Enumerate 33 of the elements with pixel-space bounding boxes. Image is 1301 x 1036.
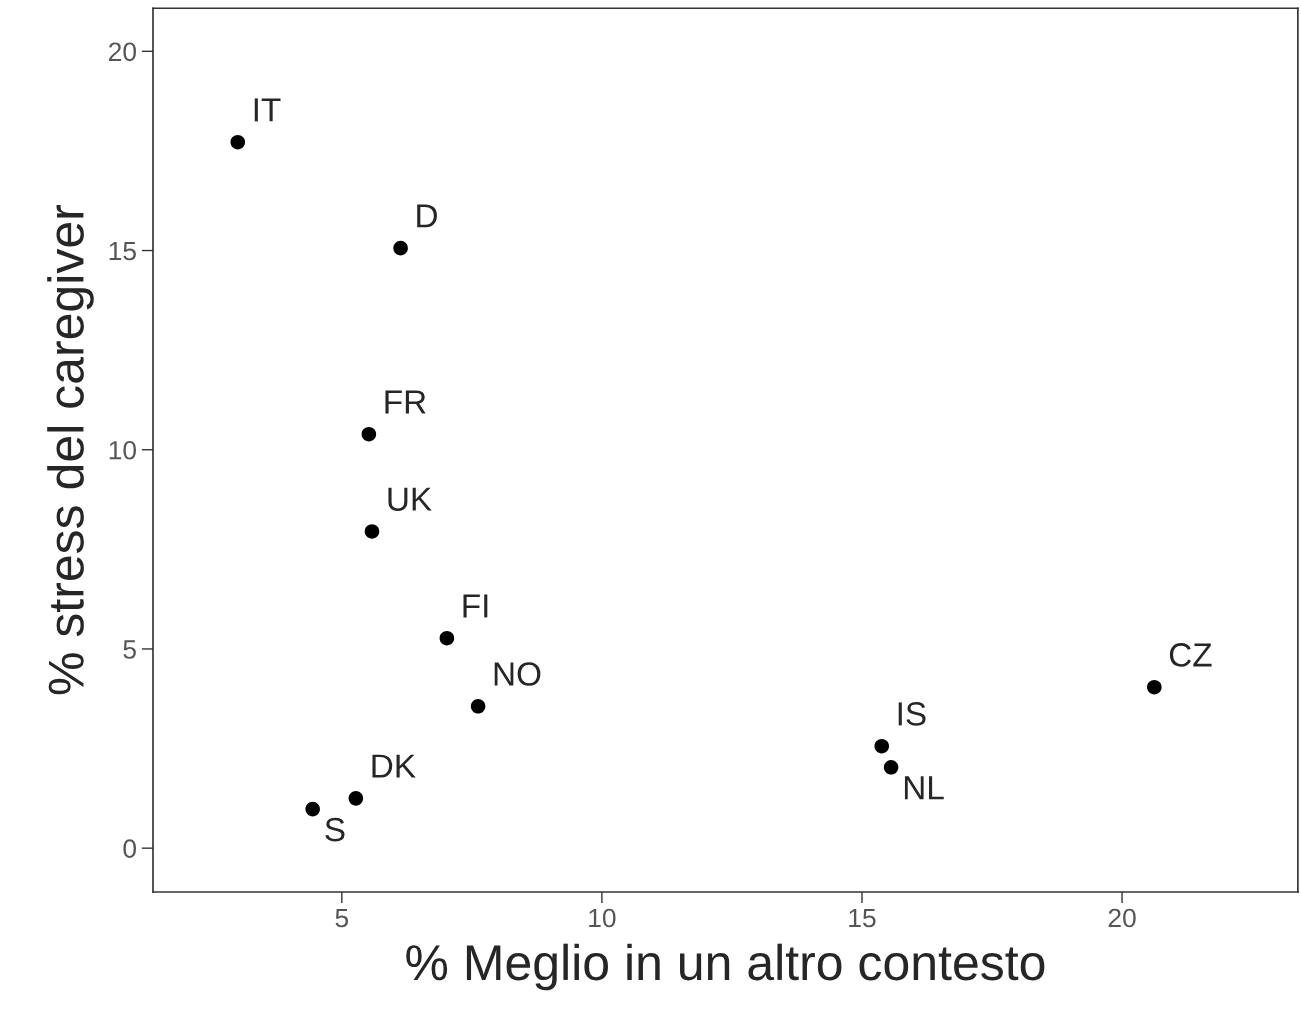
x-tick-label: 5	[335, 908, 349, 928]
point	[364, 524, 380, 539]
point	[874, 738, 890, 754]
annotation: FR	[385, 390, 426, 414]
annotation: D	[417, 204, 437, 228]
point	[470, 699, 486, 714]
x-axis-title: % Meglio in un altro contesto	[406, 943, 1045, 991]
point	[348, 791, 364, 806]
y-axis-title: % stress del caregiver	[47, 205, 94, 695]
annotation: IT	[254, 98, 281, 122]
point	[305, 801, 320, 817]
annotation: CZ	[1169, 643, 1212, 667]
annotation: IS	[898, 702, 926, 726]
y-tick-label: 15	[109, 241, 136, 261]
annotation: DK	[372, 754, 416, 778]
point	[439, 630, 455, 646]
annotation: S	[325, 817, 345, 842]
annotation: UK	[388, 487, 432, 511]
y-tick-label: 20	[109, 42, 136, 62]
point	[883, 760, 899, 775]
point	[361, 426, 377, 442]
y-tick-label: 0	[123, 839, 136, 858]
x-tick-label: 10	[589, 908, 616, 928]
x-tick-label: 20	[1108, 908, 1136, 928]
point	[230, 134, 246, 150]
x-tick-label: 15	[849, 908, 876, 928]
y-tick-label: 5	[123, 640, 136, 659]
y-tick-label: 10	[109, 440, 136, 460]
annotation: NL	[904, 776, 944, 800]
point	[393, 240, 408, 256]
annotation: FI	[463, 594, 488, 618]
annotation: NO	[494, 662, 541, 686]
point	[1147, 679, 1162, 695]
